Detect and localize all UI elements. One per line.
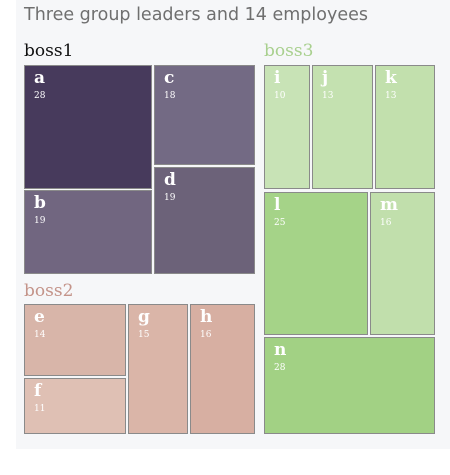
cell-value-l: 25 (274, 218, 286, 228)
cell-label-l: l (274, 195, 281, 215)
cell-value-a: 28 (34, 91, 46, 101)
treemap-cell-g: g 15 (128, 304, 188, 434)
cell-label-d: d (164, 170, 176, 190)
cell-label-k: k (385, 68, 397, 88)
cell-value-f: 11 (34, 404, 46, 414)
treemap-cell-e: e 14 (24, 304, 126, 376)
group-label-boss3: boss3 (264, 41, 314, 61)
chart-title: Three group leaders and 14 employees (24, 5, 368, 25)
group-label-boss1: boss1 (24, 41, 74, 61)
cell-label-c: c (164, 68, 175, 88)
cell-value-k: 13 (385, 91, 397, 101)
cell-value-d: 19 (164, 193, 176, 203)
treemap-cell-j: j 13 (312, 65, 373, 189)
treemap-cell-d: d 19 (154, 167, 255, 274)
treemap-cell-a: a 28 (24, 65, 152, 189)
treemap-cell-l: l 25 (264, 192, 368, 335)
treemap-cell-b: b 19 (24, 190, 152, 274)
cell-label-m: m (380, 195, 398, 215)
cell-value-c: 18 (164, 91, 176, 101)
treemap-cell-c: c 18 (154, 65, 255, 165)
group-label-boss2: boss2 (24, 281, 74, 301)
cell-label-b: b (34, 193, 46, 213)
cell-label-i: i (274, 68, 281, 88)
cell-value-b: 19 (34, 216, 46, 226)
cell-value-m: 16 (380, 218, 392, 228)
cell-label-a: a (34, 68, 46, 88)
cell-value-i: 10 (274, 91, 286, 101)
cell-value-g: 15 (138, 330, 150, 340)
cell-label-f: f (34, 381, 42, 401)
cell-label-n: n (274, 340, 287, 360)
treemap-cell-n: n 28 (264, 337, 435, 434)
treemap-cell-m: m 16 (370, 192, 435, 335)
treemap-cell-i: i 10 (264, 65, 310, 189)
cell-value-h: 16 (200, 330, 212, 340)
treemap-cell-k: k 13 (375, 65, 435, 189)
cell-label-g: g (138, 307, 150, 327)
cell-label-j: j (322, 68, 329, 88)
cell-value-j: 13 (322, 91, 334, 101)
treemap-cell-h: h 16 (190, 304, 255, 434)
cell-value-n: 28 (274, 363, 286, 373)
cell-value-e: 14 (34, 330, 46, 340)
treemap-cell-f: f 11 (24, 378, 126, 434)
cell-label-h: h (200, 307, 213, 327)
cell-label-e: e (34, 307, 45, 327)
